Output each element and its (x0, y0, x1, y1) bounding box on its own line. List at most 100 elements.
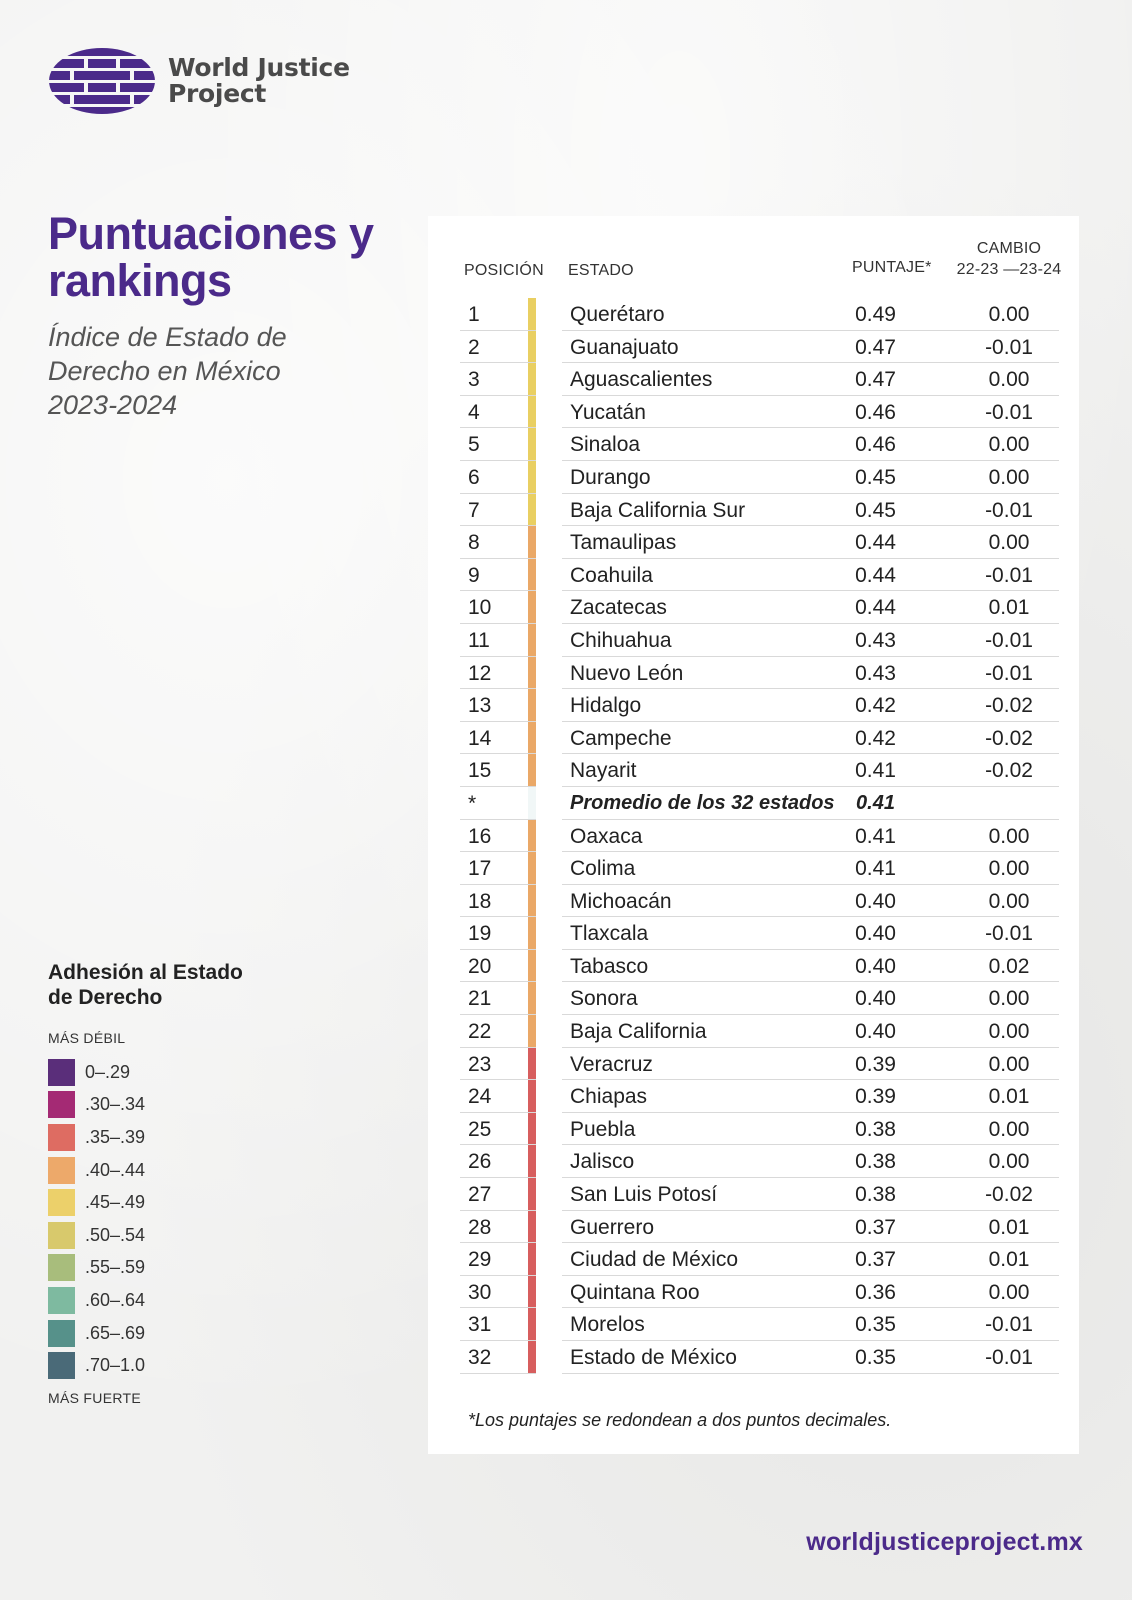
score-cell: 0.42 (855, 726, 896, 750)
color-bar (528, 493, 536, 527)
change-cell: 0.01 (988, 1248, 1030, 1272)
row-divider-left (460, 427, 536, 429)
row-divider-left (460, 883, 536, 885)
change-cell: 0.00 (988, 1280, 1030, 1304)
row-divider-left (460, 1046, 536, 1048)
position-cell: 24 (468, 1085, 492, 1109)
logo: World Justice Project (48, 47, 350, 115)
color-bar (528, 558, 536, 592)
score-cell: 0.44 (855, 531, 896, 555)
position-cell: 30 (468, 1280, 492, 1304)
score-cell: 0.43 (855, 661, 896, 685)
state-cell: Sonora (570, 987, 638, 1011)
legend-label: .65–.69 (85, 1322, 146, 1343)
change-cell: 0.00 (988, 857, 1030, 881)
table-row: 18 Michoacán 0.40 0.00 (428, 884, 1079, 918)
legend-label: .50–.54 (85, 1224, 146, 1245)
change-cell: 0.00 (988, 433, 1030, 457)
ranking-table: POSICIÓN ESTADO PUNTAJE* CAMBIO 22-23 —2… (428, 216, 1079, 1454)
score-cell: 0.39 (855, 1085, 896, 1109)
row-divider (562, 525, 1059, 527)
row-divider-left (460, 785, 536, 787)
change-cell: 0.01 (988, 1215, 1030, 1239)
color-bar (528, 591, 536, 624)
table-row: 17 Colima 0.41 0.00 (428, 852, 1079, 885)
website-url[interactable]: worldjusticeproject.mx (806, 1528, 1083, 1556)
state-cell: Tamaulipas (570, 531, 677, 555)
position-cell: * (468, 791, 477, 815)
row-divider (562, 818, 1059, 820)
change-cell: 0.01 (988, 596, 1030, 620)
row-divider-left (460, 1307, 536, 1309)
state-cell: Jalisco (570, 1150, 635, 1174)
row-divider-left (460, 1340, 536, 1341)
table-body: 1 Querétaro 0.49 0.00 2 Guanajuato 0.47 -0.01 3 A… (428, 298, 1079, 1374)
change-cell: 0.00 (988, 1117, 1030, 1141)
subtitle-line-1: Índice de Estado de (48, 322, 287, 352)
color-bar (528, 460, 536, 494)
row-divider-left (460, 525, 536, 527)
row-divider-left (460, 1144, 536, 1146)
row-divider-left (460, 622, 536, 624)
row-divider-left (460, 1079, 536, 1081)
legend-swatch (48, 1319, 75, 1347)
score-cell: 0.40 (855, 954, 896, 978)
row-divider (562, 916, 1059, 918)
score-cell: 0.40 (855, 889, 896, 913)
state-cell: Quintana Roo (570, 1280, 700, 1304)
position-cell: 10 (468, 596, 492, 620)
score-cell: 0.44 (855, 563, 896, 587)
position-cell: 19 (468, 922, 492, 946)
table-row: 21 Sonora 0.40 0.00 (428, 982, 1079, 1016)
row-divider-left (460, 492, 536, 494)
legend-bottom-caption: MÁS FUERTE (48, 1389, 141, 1406)
state-cell: Estado de México (570, 1346, 737, 1369)
header-change: CAMBIO 22-23 —23-24 (948, 238, 1070, 280)
table-row: 26 Jalisco 0.38 0.00 (428, 1145, 1079, 1179)
row-divider (562, 1079, 1059, 1081)
table-row: 19 Tlaxcala 0.40 -0.01 (428, 917, 1079, 950)
color-bar (528, 917, 536, 950)
row-divider (562, 590, 1059, 592)
color-bar (528, 949, 536, 983)
row-divider-left (460, 720, 536, 722)
row-divider (562, 655, 1059, 657)
color-bar (528, 363, 536, 396)
subtitle-line-2: Derecho en México (48, 356, 281, 386)
change-cell: 0.00 (988, 987, 1030, 1011)
score-cell: 0.49 (855, 303, 896, 326)
table-row: 14 Campeche 0.42 -0.02 (428, 721, 1079, 755)
change-cell: 0.00 (988, 1052, 1030, 1076)
position-cell: 17 (468, 857, 492, 881)
row-divider-left (460, 362, 536, 364)
change-cell: 0.00 (988, 824, 1030, 848)
position-cell: 20 (468, 954, 492, 978)
legend-label: 0–.29 (85, 1061, 131, 1082)
change-cell: 0.00 (988, 303, 1030, 326)
legend-swatch (48, 1352, 75, 1380)
state-cell: Guerrero (570, 1215, 655, 1239)
row-divider-left (460, 329, 536, 331)
state-cell: Baja California (570, 1020, 707, 1044)
table-row: 30 Quintana Roo 0.36 0.00 (428, 1275, 1079, 1309)
state-cell: Puebla (570, 1117, 636, 1141)
position-cell: 11 (468, 628, 490, 652)
logo-line-2: Project (168, 79, 267, 108)
row-divider-left (460, 1274, 536, 1276)
table-row: 11 Chihuahua 0.43 -0.01 (428, 623, 1079, 657)
position-cell: 26 (468, 1150, 492, 1174)
color-bar (528, 884, 536, 918)
score-cell: 0.41 (855, 824, 896, 848)
row-divider-left (460, 557, 536, 559)
change-cell: 0.00 (988, 368, 1030, 392)
table-row: 12 Nuevo León 0.43 -0.01 (428, 656, 1079, 690)
score-cell: 0.36 (855, 1280, 896, 1304)
score-cell: 0.38 (855, 1150, 896, 1174)
score-cell: 0.39 (855, 1052, 896, 1076)
position-cell: 28 (468, 1215, 492, 1239)
color-bar (528, 1308, 536, 1341)
table-row: 1 Querétaro 0.49 0.00 (428, 298, 1079, 331)
state-cell: Morelos (570, 1313, 645, 1337)
row-divider (562, 459, 1059, 461)
score-cell: 0.46 (855, 433, 896, 457)
